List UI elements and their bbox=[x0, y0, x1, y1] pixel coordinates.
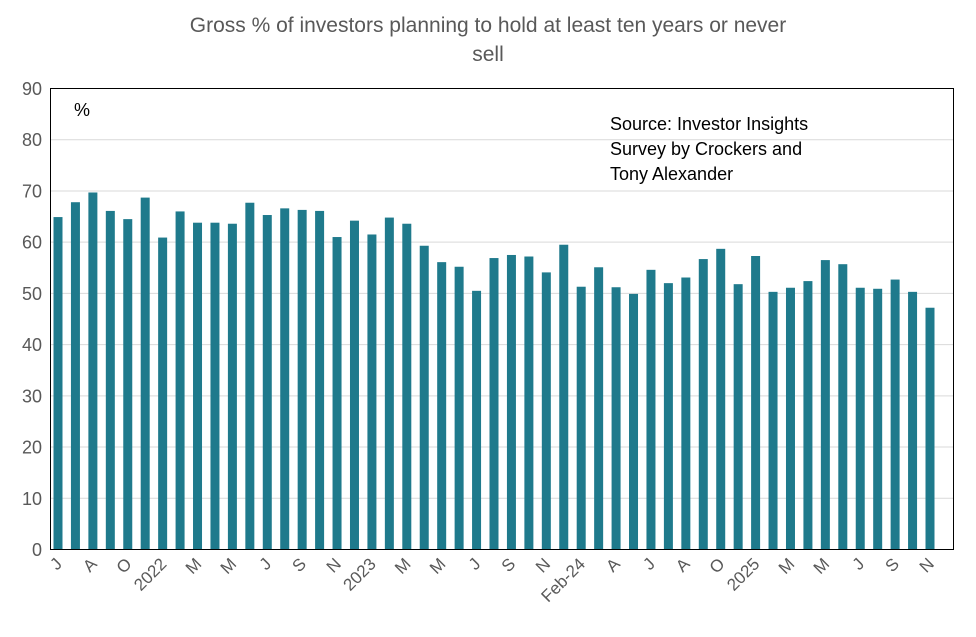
source-note-line-2: Survey by Crockers and bbox=[610, 139, 803, 159]
bar bbox=[890, 279, 900, 550]
y-tick-label: 70 bbox=[22, 181, 42, 201]
bar bbox=[402, 223, 412, 550]
bar bbox=[838, 264, 848, 550]
x-tick-label: N bbox=[532, 554, 554, 576]
chart-title-line-1: Gross % of investors planning to hold at… bbox=[189, 14, 787, 37]
chart-title-line-2: sell bbox=[472, 43, 504, 66]
bar bbox=[629, 293, 639, 550]
x-tick-label: A bbox=[79, 554, 101, 576]
y-tick-label: 20 bbox=[22, 438, 42, 458]
bar bbox=[541, 272, 551, 550]
bar bbox=[349, 220, 359, 550]
bar bbox=[315, 210, 325, 550]
x-tick-label: A bbox=[672, 554, 694, 576]
x-tick-label: M bbox=[182, 554, 205, 577]
bar bbox=[751, 256, 761, 550]
x-tick-label: J bbox=[46, 554, 65, 573]
bar bbox=[681, 277, 691, 550]
bar bbox=[594, 267, 604, 550]
bar bbox=[489, 258, 499, 550]
bar bbox=[419, 245, 429, 550]
x-tick-label: S bbox=[881, 554, 902, 575]
bar bbox=[454, 266, 464, 550]
bar bbox=[698, 259, 708, 550]
bar bbox=[332, 237, 342, 550]
bar bbox=[908, 291, 918, 550]
x-tick-label: J bbox=[256, 554, 275, 573]
x-tick-label: J bbox=[849, 554, 868, 573]
x-tick-label: N bbox=[916, 554, 938, 576]
bar bbox=[506, 254, 516, 550]
x-tick-label: A bbox=[602, 554, 624, 576]
source-note-line-1: Source: Investor Insights bbox=[610, 114, 809, 134]
bar bbox=[855, 287, 865, 550]
bar bbox=[663, 283, 673, 550]
y-tick-label: 10 bbox=[22, 489, 42, 509]
x-tick-label: O bbox=[706, 554, 729, 577]
bar bbox=[262, 215, 272, 550]
bar bbox=[768, 291, 778, 550]
y-tick-label: 40 bbox=[22, 335, 42, 355]
bar bbox=[140, 197, 150, 550]
plot-border bbox=[50, 88, 954, 550]
bar bbox=[785, 287, 795, 550]
bar bbox=[70, 202, 80, 550]
chart-title: Gross % of investors planning to hold at… bbox=[0, 11, 976, 69]
bar bbox=[820, 260, 830, 550]
bar bbox=[175, 211, 185, 550]
x-tick-label: S bbox=[289, 554, 310, 575]
bar bbox=[367, 234, 377, 550]
source-note-line-3: Tony Alexander bbox=[610, 164, 734, 184]
y-tick-label: 80 bbox=[22, 130, 42, 150]
x-tick-label: 2022 bbox=[130, 554, 170, 594]
bar bbox=[53, 217, 63, 550]
bar bbox=[611, 287, 621, 550]
bar bbox=[245, 202, 255, 550]
x-tick-label: N bbox=[323, 554, 345, 576]
y-tick-label: 90 bbox=[22, 79, 42, 99]
bar bbox=[576, 286, 586, 550]
bar bbox=[105, 210, 115, 550]
y-tick-label: 0 bbox=[32, 540, 42, 560]
bar bbox=[437, 262, 447, 550]
bar bbox=[384, 217, 394, 550]
x-tick-label: M bbox=[426, 554, 449, 577]
y-tick-label: 50 bbox=[22, 284, 42, 304]
bar bbox=[123, 219, 133, 550]
x-tick-label: J bbox=[639, 554, 658, 573]
x-tick-label: 2025 bbox=[723, 554, 763, 594]
bar bbox=[280, 208, 290, 550]
bar bbox=[227, 223, 237, 550]
x-tick-label: M bbox=[217, 554, 240, 577]
x-tick-label: O bbox=[113, 554, 136, 577]
x-tick-label: J bbox=[465, 554, 484, 573]
bar bbox=[193, 222, 203, 550]
bar bbox=[733, 284, 743, 550]
source-note: Source: Investor Insights Survey by Croc… bbox=[610, 112, 808, 187]
bar bbox=[472, 290, 482, 550]
bar bbox=[297, 209, 307, 550]
x-tick-label: M bbox=[391, 554, 414, 577]
bar bbox=[559, 244, 569, 550]
y-tick-label: 30 bbox=[22, 386, 42, 406]
x-tick-label: M bbox=[810, 554, 833, 577]
bar bbox=[873, 288, 883, 550]
bar bbox=[524, 256, 534, 550]
bar bbox=[716, 248, 726, 550]
x-tick-label: M bbox=[775, 554, 798, 577]
bar bbox=[646, 269, 656, 550]
x-tick-label: S bbox=[498, 554, 519, 575]
bar bbox=[925, 307, 935, 550]
y-tick-label: 60 bbox=[22, 233, 42, 253]
bar bbox=[210, 222, 220, 550]
y-axis-unit-label: % bbox=[74, 100, 91, 120]
bar bbox=[803, 281, 813, 550]
x-tick-label: 2023 bbox=[340, 554, 380, 594]
bar bbox=[158, 237, 168, 550]
bar bbox=[88, 192, 98, 550]
